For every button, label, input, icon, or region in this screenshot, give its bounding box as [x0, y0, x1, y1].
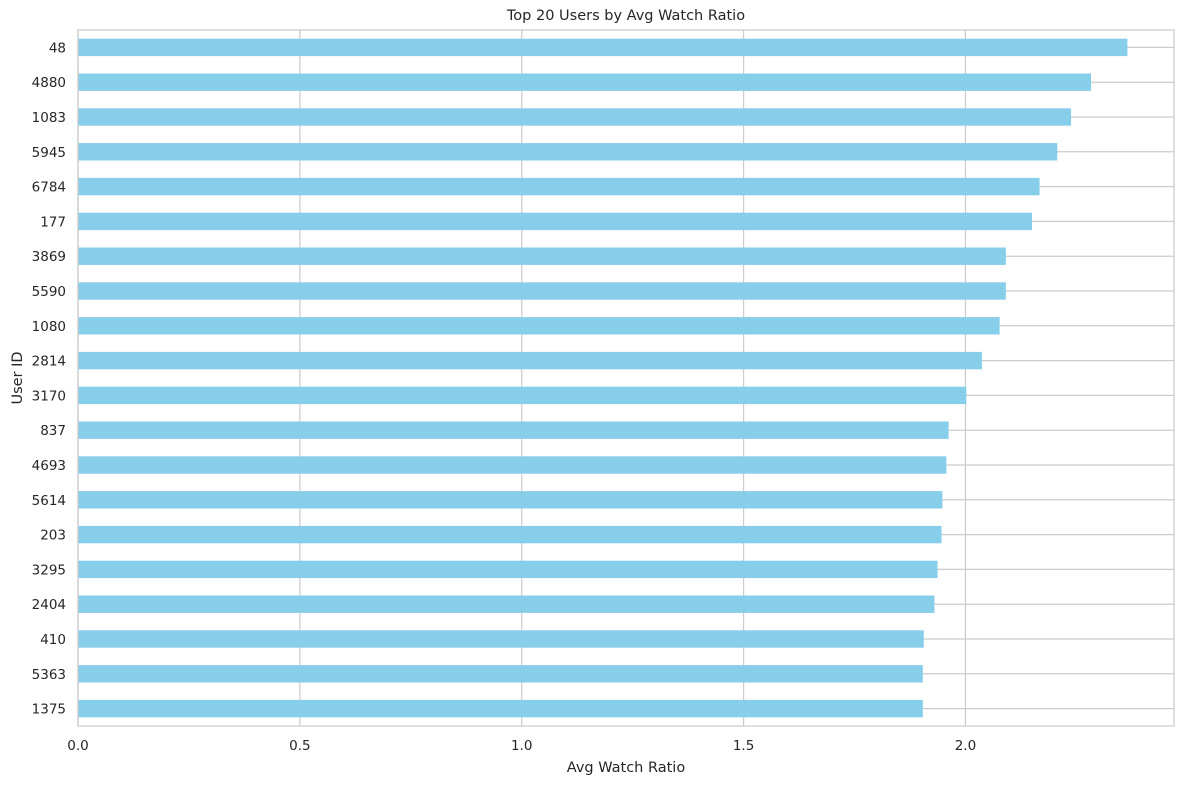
bars-layer: [78, 38, 1128, 718]
x-axis-label: Avg Watch Ratio: [567, 760, 686, 776]
bar-48: [78, 38, 1128, 57]
y-tick-label-1375: 1375: [32, 702, 66, 718]
y-tick-label-5363: 5363: [32, 667, 66, 683]
bar-837: [78, 421, 949, 439]
bar-177: [78, 212, 1033, 231]
y-tick-labels: 48 4880 1083 5945 6784 177 3869 5590 1080 2814 317…: [32, 40, 66, 717]
bar-3170: [78, 386, 967, 405]
y-tick-label-3869: 3869: [32, 249, 66, 265]
chart-title: Top 20 Users by Avg Watch Ratio: [506, 8, 745, 24]
bar-3869: [78, 247, 1006, 265]
bar-410: [78, 630, 924, 648]
y-tick-label-4880: 4880: [32, 75, 66, 91]
bar-1080: [78, 317, 1000, 335]
bar-6784: [78, 177, 1040, 196]
bar-3295: [78, 560, 938, 579]
x-tick-label-0: 0.0: [67, 738, 88, 754]
y-tick-label-203: 203: [40, 528, 66, 544]
x-tick-label-2: 1.0: [511, 738, 532, 754]
y-tick-label-1083: 1083: [32, 110, 66, 126]
y-axis-label: User ID: [10, 351, 26, 404]
y-tick-label-48: 48: [49, 40, 66, 56]
bar-203: [78, 525, 942, 544]
x-tick-label-4: 2.0: [955, 738, 976, 754]
y-tick-label-837: 837: [40, 423, 66, 439]
y-tick-label-5590: 5590: [32, 284, 66, 300]
x-tick-labels: 0.0 0.5 1.0 1.5 2.0: [67, 738, 976, 754]
bar-5614: [78, 491, 943, 509]
bar-5363: [78, 665, 923, 683]
y-tick-label-3170: 3170: [32, 388, 66, 404]
y-tick-label-177: 177: [40, 214, 66, 230]
bar-2814: [78, 351, 982, 370]
y-tick-label-4693: 4693: [32, 458, 66, 474]
y-tick-label-5945: 5945: [32, 145, 66, 161]
y-tick-label-5614: 5614: [32, 493, 66, 509]
y-tick-label-6784: 6784: [32, 180, 66, 196]
bar-5945: [78, 143, 1058, 161]
bar-1375: [78, 699, 923, 718]
x-tick-label-3: 1.5: [733, 738, 754, 754]
plot-frame: [77, 29, 1175, 727]
bar-5590: [78, 282, 1006, 300]
y-tick-label-1080: 1080: [32, 319, 66, 335]
bar-4880: [78, 73, 1092, 91]
y-tick-label-410: 410: [40, 632, 66, 648]
y-tick-label-2404: 2404: [32, 597, 66, 613]
bar-2404: [78, 595, 935, 613]
bar-1083: [78, 108, 1072, 126]
x-tick-label-1: 0.5: [289, 738, 310, 754]
bar-4693: [78, 456, 947, 474]
y-tick-label-2814: 2814: [32, 354, 66, 370]
y-tick-label-3295: 3295: [32, 562, 66, 578]
